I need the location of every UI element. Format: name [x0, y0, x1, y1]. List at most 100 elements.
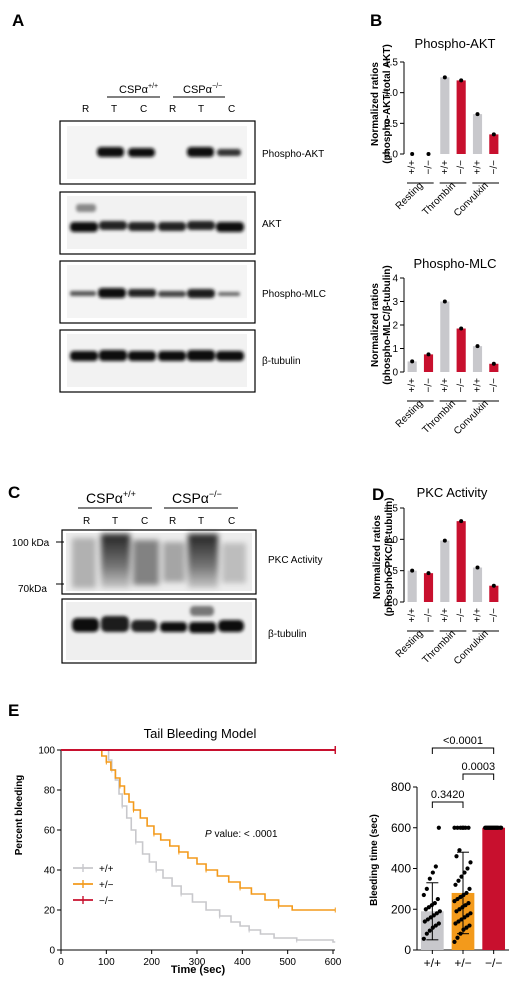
panel-letter-a: A — [12, 11, 24, 30]
data-point — [433, 864, 438, 869]
data-point — [423, 907, 428, 912]
significance-label: 0.0003 — [462, 761, 496, 773]
group-label-ko: CSPα−/− — [183, 83, 222, 96]
data-point — [494, 825, 499, 830]
data-point — [456, 878, 461, 883]
panel-letter-c: C — [8, 483, 20, 502]
lane-label: C — [228, 104, 235, 115]
data-point — [465, 913, 470, 918]
genotype-tick-label: +/+ — [407, 608, 418, 623]
blot-label-phospho-akt: Phospho-AKT — [262, 149, 324, 160]
chart-title: Phospho-AKT — [415, 36, 496, 51]
data-point — [460, 905, 465, 910]
blot-bands — [97, 147, 241, 157]
data-point — [426, 571, 431, 576]
genotype-tick-label: +/+ — [473, 160, 484, 175]
condition-label: Resting — [394, 398, 426, 430]
data-point — [468, 860, 473, 865]
data-point — [454, 854, 459, 859]
genotype-tick-label: −/− — [489, 608, 500, 623]
chart-title: PKC Activity — [417, 485, 488, 500]
y-axis-label: Normalized ratios — [370, 62, 381, 146]
data-point — [475, 565, 480, 570]
chart-title: Tail Bleeding Model — [144, 726, 257, 741]
data-point — [421, 892, 426, 898]
y-axis-label: (phospho-MLC/β-tubulin) — [382, 265, 393, 384]
lane-label: R — [82, 104, 89, 115]
data-point — [429, 903, 434, 908]
y-tick-label: 400 — [391, 862, 411, 876]
data-point — [421, 936, 426, 941]
data-point — [491, 132, 496, 137]
y-tick-label: 100 — [38, 746, 55, 757]
y-tick-label: 1.0 — [384, 88, 398, 99]
panel-letter-e: E — [8, 701, 19, 720]
data-point — [424, 886, 429, 891]
chart-phospho-mlc: Phospho-MLC Normalized ratios (phospho-M… — [370, 256, 500, 437]
data-point — [467, 923, 472, 928]
data-point — [461, 825, 466, 830]
bar — [489, 363, 499, 372]
y-axis-label: Percent bleeding — [14, 775, 25, 856]
p-value-annotation: P value: < .0001 — [205, 829, 278, 840]
marker-label-70: 70kDa — [18, 584, 47, 595]
y-tick-label: 60 — [44, 826, 56, 837]
data-point — [485, 825, 490, 830]
y-tick-label: 1.5 — [384, 58, 398, 69]
data-point — [454, 909, 459, 914]
legend-label: +/− — [99, 880, 114, 891]
data-point — [455, 935, 460, 940]
group-label-ko: CSPα−/− — [172, 489, 222, 506]
lane-label: C — [140, 104, 147, 115]
lane-label: R — [169, 516, 176, 527]
chart-tail-bleeding: Tail Bleeding Model Percent bleeding Tim… — [14, 726, 342, 976]
data-point — [464, 925, 469, 930]
y-axis-label: Normalized ratios — [370, 283, 381, 367]
y-tick-label: 1.5 — [384, 504, 398, 515]
data-point — [466, 901, 471, 906]
genotype-tick-label: +/+ — [407, 378, 418, 393]
x-tick-label: 0 — [58, 957, 64, 968]
data-point — [426, 152, 431, 156]
genotype-tick-label: +/+ — [440, 378, 451, 393]
data-point — [442, 75, 447, 80]
data-point — [463, 903, 468, 908]
y-tick-label: 0.0 — [384, 150, 398, 161]
significance-bracket — [431, 747, 495, 754]
data-point — [410, 359, 415, 364]
y-axis-label: Bleeding time (sec) — [369, 814, 380, 906]
data-point — [425, 917, 430, 922]
data-point — [458, 894, 463, 900]
blot-label-beta-tubulin-c: β-tubulin — [268, 629, 307, 640]
bar — [472, 114, 483, 154]
blot-bands — [70, 204, 244, 232]
x-tick-label: 500 — [279, 957, 296, 968]
bar — [489, 585, 499, 602]
condition-label: Convulxin — [452, 180, 491, 219]
data-point — [426, 352, 431, 357]
blot-label-beta-tubulin: β-tubulin — [262, 356, 301, 367]
y-tick-label: 80 — [44, 786, 56, 797]
data-point — [430, 925, 435, 930]
significance-label: 0.3420 — [431, 789, 465, 801]
genotype-tick-label: −/− — [456, 608, 467, 623]
y-tick-label: 800 — [391, 780, 411, 794]
data-point — [456, 919, 461, 924]
y-tick-label: 2 — [392, 321, 398, 332]
data-point — [422, 919, 427, 924]
y-tick-label: 0 — [404, 943, 411, 957]
y-tick-label: 1.0 — [384, 535, 398, 546]
lane-label: R — [83, 516, 90, 527]
lane-label: R — [169, 104, 176, 115]
genotype-tick-label: +/+ — [440, 608, 451, 623]
bar — [407, 361, 417, 372]
y-tick-label: 200 — [391, 902, 411, 916]
blot-bands — [70, 350, 244, 361]
data-point — [459, 78, 464, 83]
data-point — [434, 911, 439, 916]
data-point — [475, 344, 480, 349]
bar — [472, 567, 483, 602]
y-tick-label: 0.5 — [384, 119, 398, 130]
data-point — [468, 911, 473, 916]
